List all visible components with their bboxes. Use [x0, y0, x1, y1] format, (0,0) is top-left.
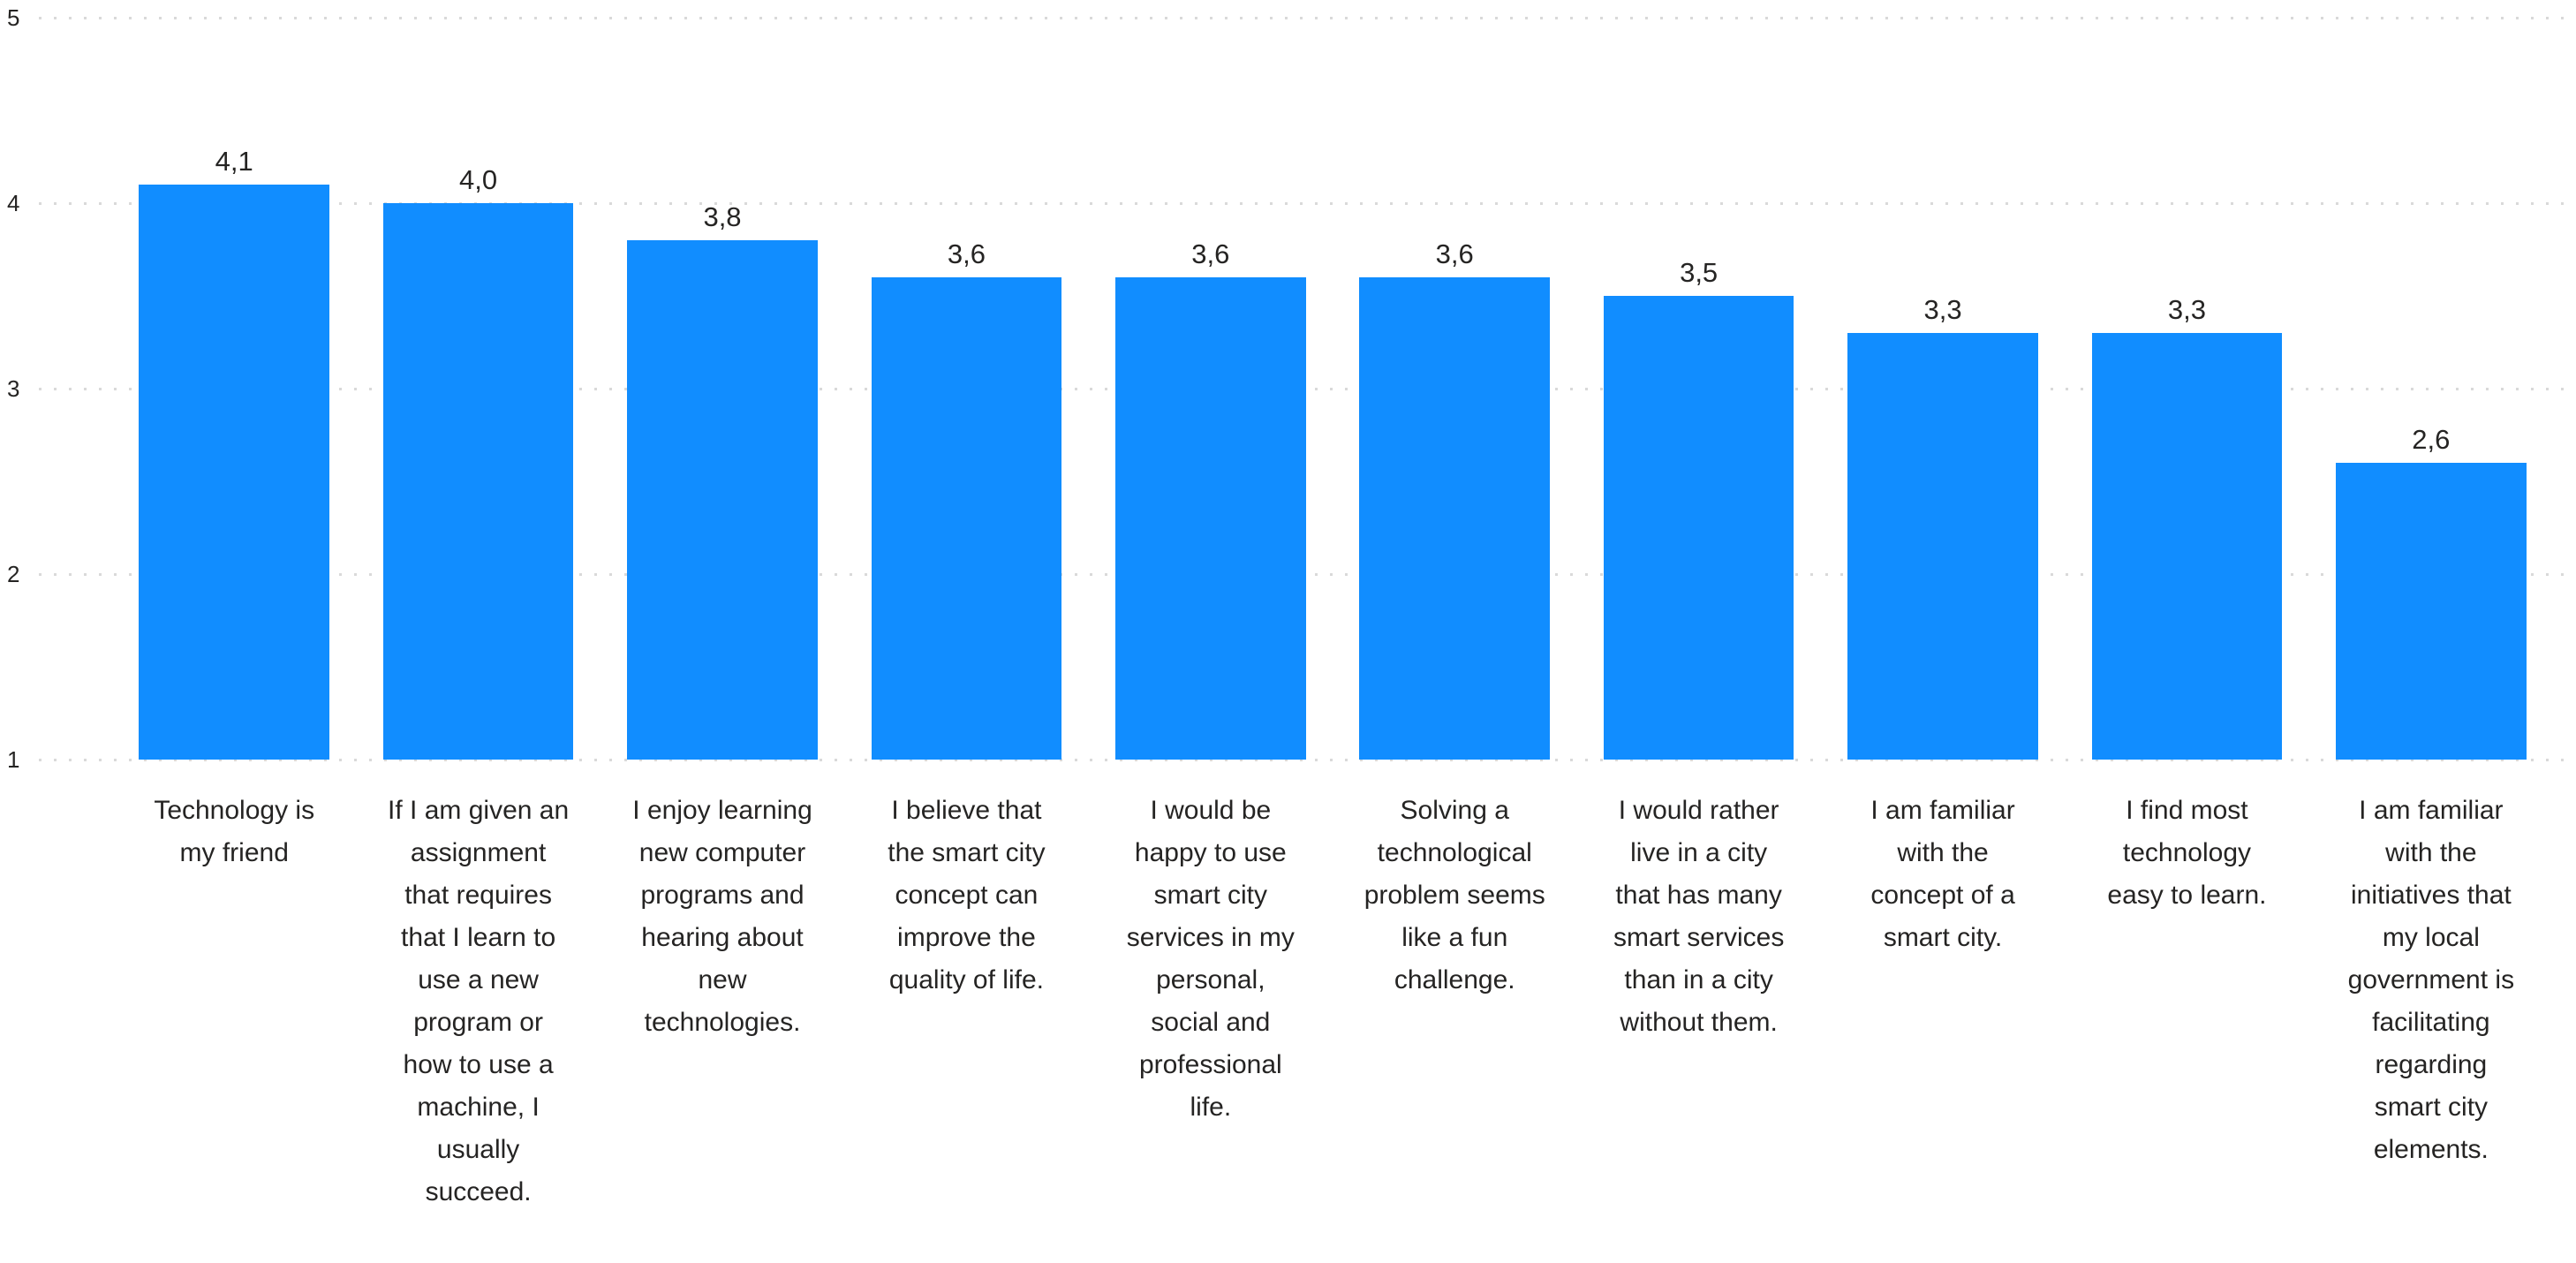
category-label: If I am given an assignment that require… — [388, 796, 570, 1206]
gridline — [39, 202, 2576, 205]
category-label: I find most technology easy to learn. — [2107, 796, 2267, 910]
bar-area: 3,5 — [1576, 18, 1820, 760]
bar-value-label: 3,3 — [1923, 294, 1962, 325]
category-label: Technology is my friend — [154, 796, 315, 867]
bar-area: 2,6 — [2309, 18, 2553, 760]
gridlines — [39, 17, 2576, 761]
bar[interactable] — [2336, 463, 2527, 760]
gridline — [39, 388, 2576, 390]
bar-column: 2,6 I am familiar with the initiatives t… — [2309, 18, 2553, 1171]
bar-value-label: 2,6 — [2412, 424, 2451, 455]
bar[interactable] — [382, 203, 574, 760]
bar[interactable] — [2091, 333, 2283, 760]
y-axis-tick-label: 2 — [7, 561, 20, 587]
bar[interactable] — [627, 240, 818, 760]
gridline — [39, 759, 2576, 761]
bar-area: 3,6 — [844, 18, 1088, 760]
bar-value-label: 3,6 — [1191, 238, 1230, 269]
bar-value-label: 3,6 — [1435, 238, 1474, 269]
bar[interactable] — [1847, 333, 2038, 760]
gridline — [39, 573, 2576, 576]
category-label: I would rather live in a city that has m… — [1613, 796, 1785, 1037]
bar-value-label: 4,0 — [459, 164, 498, 195]
bar-value-label: 3,5 — [1680, 257, 1719, 288]
y-axis-tick-label: 4 — [7, 190, 20, 216]
bar-area: 3,6 — [1333, 18, 1576, 760]
bar-area: 3,8 — [601, 18, 844, 760]
bar-area: 3,6 — [1089, 18, 1333, 760]
bar-column: 3,3 I am familiar with the concept of a … — [1821, 18, 2065, 959]
bar-column: 3,6 Solving a technological problem seem… — [1333, 18, 1576, 1002]
category-label: Solving a technological problem seems li… — [1364, 796, 1545, 995]
bar-value-label: 3,6 — [947, 238, 986, 269]
bar-area: 3,3 — [2065, 18, 2308, 760]
bar-column: 3,6 I believe that the smart city concep… — [844, 18, 1088, 1002]
bar-column: 3,5 I would rather live in a city that h… — [1576, 18, 1820, 1044]
category-label: I am familiar with the initiatives that … — [2347, 796, 2515, 1164]
bar-value-label: 4,1 — [215, 146, 253, 177]
y-axis-tick-label: 5 — [7, 4, 20, 31]
bar-column: 3,8 I enjoy learning new computer progra… — [601, 18, 844, 1044]
category-label: I enjoy learning new computer programs a… — [632, 796, 812, 1037]
bar-area: 4,1 — [112, 18, 356, 760]
bar[interactable] — [871, 277, 1062, 760]
bar-column: 4,1 Technology is my friend — [112, 18, 356, 874]
bar-column: 3,3 I find most technology easy to learn… — [2065, 18, 2308, 917]
bar-area: 4,0 — [356, 18, 600, 760]
bar[interactable] — [1115, 277, 1306, 760]
bar[interactable] — [1603, 296, 1794, 760]
bar-column: 3,6 I would be happy to use smart city s… — [1089, 18, 1333, 1129]
bar-area: 3,3 — [1821, 18, 2065, 760]
y-axis-tick-label: 1 — [7, 746, 20, 773]
y-axis: 5 4 3 2 1 — [0, 6, 37, 771]
bar-column: 4,0 If I am given an assignment that req… — [356, 18, 600, 1214]
category-label: I would be happy to use smart city servi… — [1126, 796, 1295, 1122]
category-label: I am familiar with the concept of a smar… — [1870, 796, 2015, 952]
bar[interactable] — [1359, 277, 1551, 760]
y-axis-tick-label: 3 — [7, 375, 20, 402]
plot-columns: 4,1 Technology is my friend 4,0 If I am … — [112, 18, 2553, 1214]
gridline — [39, 17, 2576, 19]
bar[interactable] — [139, 185, 329, 760]
bar-value-label: 3,8 — [703, 201, 742, 232]
category-label: I believe that the smart city concept ca… — [888, 796, 1046, 995]
bar-value-label: 3,3 — [2167, 294, 2206, 325]
